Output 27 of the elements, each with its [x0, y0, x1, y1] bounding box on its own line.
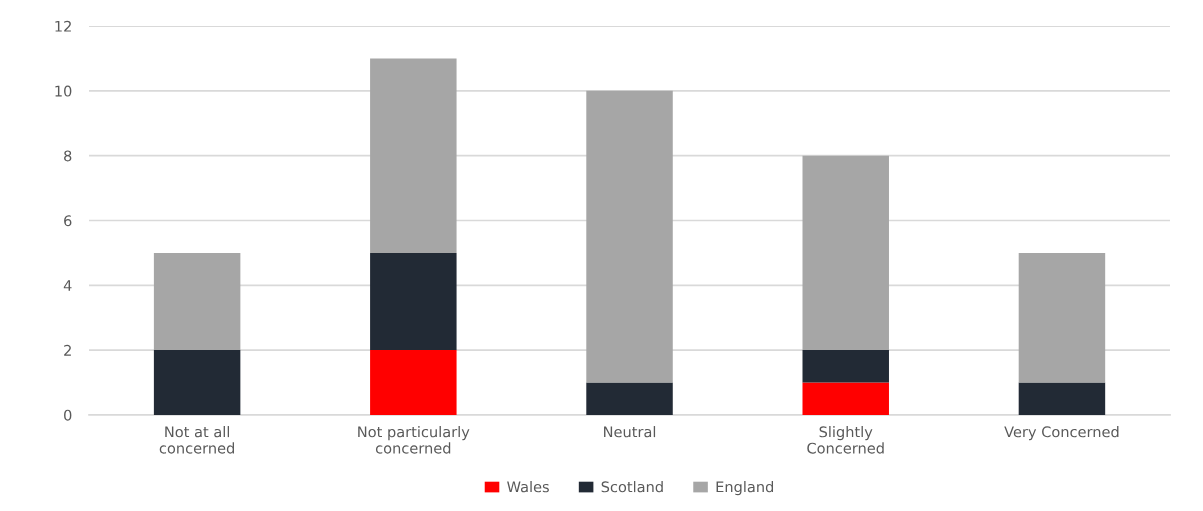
bar	[1018, 382, 1106, 415]
y-tick-label: 10	[55, 85, 72, 97]
bar	[153, 252, 241, 351]
bar	[802, 155, 889, 351]
x-tick-label: Neutral	[604, 426, 656, 438]
y-tick-label: 0	[64, 409, 72, 421]
bar	[153, 350, 241, 415]
bar	[370, 58, 457, 253]
y-tick-label: 6	[64, 215, 72, 227]
bar	[1018, 252, 1106, 383]
x-tick-label: Not particularly concerned	[358, 426, 470, 454]
y-tick-label: 2	[64, 344, 71, 356]
legend-label: England	[716, 481, 774, 496]
bar	[370, 252, 457, 351]
y-tick-label: 12	[55, 20, 71, 32]
bar	[802, 350, 889, 383]
legend-label: Scotland	[601, 481, 663, 493]
bar	[586, 382, 673, 415]
bar	[370, 350, 457, 415]
bar	[586, 90, 673, 383]
y-tick-label: 4	[63, 280, 72, 291]
y-tick-label: 8	[64, 150, 72, 162]
legend-label: Wales	[507, 481, 549, 493]
x-tick-label: Slightly Concerned	[807, 426, 884, 454]
bar	[802, 382, 889, 415]
x-tick-label: Very Concerned	[1004, 426, 1119, 441]
x-tick-label: Not at all concerned	[159, 426, 234, 454]
